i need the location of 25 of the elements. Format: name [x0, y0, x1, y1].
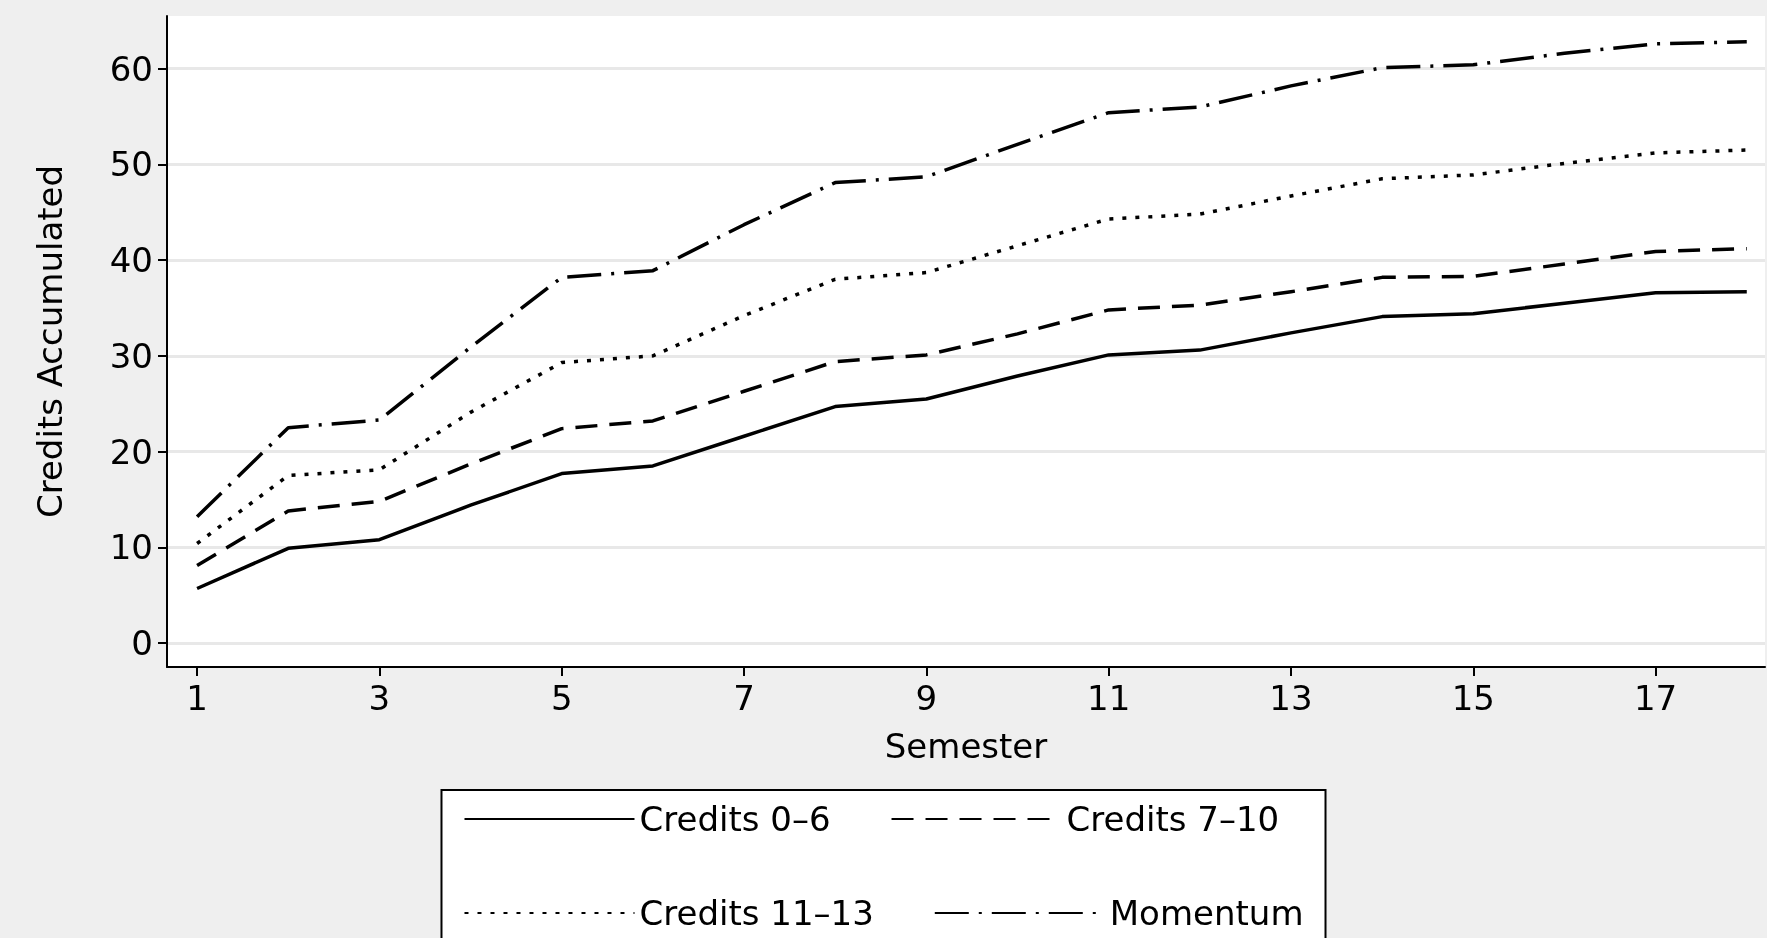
- y-tick-label: 10: [109, 527, 153, 568]
- legend-label: Credits 0–6: [639, 799, 831, 839]
- x-tick-label: 1: [186, 678, 208, 718]
- y-axis-title: Credits Accumulated: [30, 164, 70, 519]
- y-tick-label: 0: [131, 623, 153, 664]
- line-series: [195, 289, 1749, 591]
- legend-label: Momentum: [1109, 893, 1304, 933]
- x-tick-label: 3: [368, 678, 391, 718]
- y-tick-label: 50: [109, 144, 153, 185]
- x-tick-label: 15: [1451, 678, 1495, 718]
- x-tick-label: 9: [915, 678, 938, 718]
- x-tick-label: 11: [1087, 678, 1131, 718]
- x-tick-label: 13: [1269, 678, 1313, 718]
- legend-label: Credits 7–10: [1066, 799, 1280, 839]
- y-tick-label: 60: [109, 48, 153, 89]
- line-series: [195, 246, 1749, 568]
- x-axis-title: Semester: [884, 726, 1048, 766]
- x-tick-label: 17: [1633, 678, 1678, 718]
- y-tick-label: 40: [109, 240, 153, 281]
- y-tick-label: 30: [109, 335, 153, 376]
- legend-label: Credits 11–13: [639, 893, 874, 933]
- line-series: [195, 40, 1749, 519]
- x-tick-label: 5: [550, 678, 573, 718]
- y-tick-label: 20: [109, 431, 153, 472]
- x-tick-label: 7: [733, 678, 755, 718]
